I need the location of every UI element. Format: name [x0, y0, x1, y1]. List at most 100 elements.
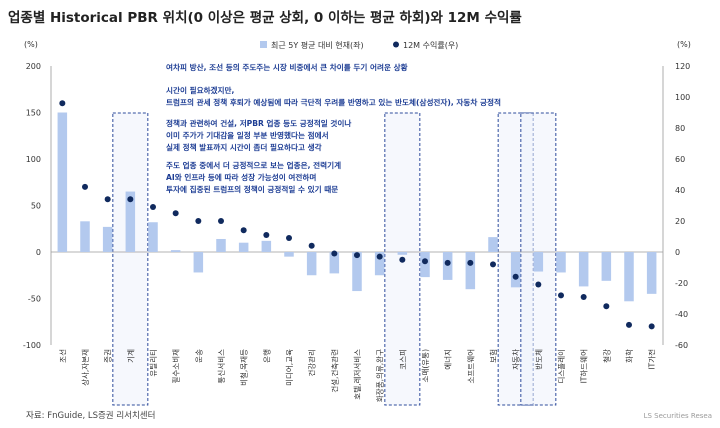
left-axis-ticks: -100 -50 0 50 100 150 200: [23, 62, 41, 350]
data-point: [603, 303, 610, 310]
data-point: [308, 242, 315, 249]
category-label: 디스플레이: [556, 349, 566, 384]
source-note: 자료: FnGuide, LS증권 리서치센터: [26, 411, 156, 421]
annotation-line: AI와 인프라 등에 따라 성장 가능성이 여전하며: [166, 172, 316, 182]
category-label: 기계: [125, 349, 135, 363]
bar: [170, 250, 181, 252]
bar: [442, 252, 453, 280]
bar: [238, 242, 249, 252]
bar: [465, 252, 476, 290]
legend-bar-swatch: [260, 41, 267, 48]
category-label: 호텔,레저서비스: [353, 349, 362, 400]
left-tick-label: 50: [31, 202, 41, 211]
category-label: 미디어,교육: [284, 349, 294, 386]
legend-dot-swatch: [393, 41, 399, 48]
dot-series: [59, 100, 655, 330]
data-point: [558, 292, 564, 299]
category-label: 증권: [104, 349, 113, 363]
bar: [533, 252, 544, 272]
annotation-line: 투자에 집중된 트럼프의 정책이 긍정적일 수 있기 때문: [166, 184, 338, 194]
annotation-line: 정책과 관련하여 건설, 저PBR 업종 등도 긍정적일 것이나: [166, 118, 351, 128]
bar: [556, 252, 566, 273]
category-label: 소프트웨어: [465, 349, 475, 384]
bar: [57, 112, 68, 252]
right-tick-label: 0: [675, 248, 680, 257]
data-point: [104, 196, 111, 203]
data-point: [150, 204, 156, 211]
right-tick-label: 60: [675, 155, 685, 164]
legend: 최근 5Y 평균 대비 현재(좌) 12M 수익률(우): [260, 40, 458, 50]
left-axis-unit: (%): [24, 40, 38, 49]
right-tick-label: -20: [675, 279, 688, 288]
bar-series: [57, 112, 657, 302]
data-point: [195, 218, 202, 224]
data-point: [467, 259, 474, 266]
annotation-line: 실제 정책 발표까지 시간이 좀더 필요하다고 생각: [166, 142, 322, 152]
category-label: 반도체: [533, 349, 543, 370]
category-label: 자동차: [512, 349, 521, 370]
category-label: 유틸리티: [149, 349, 158, 377]
category-label: 통신서비스: [217, 349, 226, 384]
chart-title: 업종별 Historical PBR 위치(0 이상은 평균 상회, 0 이하는…: [8, 10, 522, 26]
highlight-box: [112, 112, 149, 406]
annotation-line: 이미 주가가 기대감을 일정 부분 반영했다는 점에서: [166, 130, 329, 140]
bar: [488, 237, 498, 252]
bar: [306, 252, 317, 276]
bar: [216, 238, 226, 252]
left-tick-label: 100: [26, 155, 41, 164]
category-label: 상사,자본재: [80, 349, 90, 386]
left-tick-label: -50: [28, 295, 41, 304]
bar: [420, 252, 430, 278]
bar: [284, 252, 294, 257]
annotation-line: 주도 업종 중에서 더 긍정적으로 보는 업종은, 전력기계: [166, 160, 341, 170]
right-axis-ticks: -60 -40 -20 0 20 40 60 80 100 120: [675, 62, 690, 350]
data-point: [172, 210, 179, 217]
category-label: 철강: [601, 349, 611, 363]
category-label: 건강관리: [307, 349, 317, 377]
axes: [50, 66, 664, 345]
right-tick-label: 20: [675, 217, 685, 226]
data-point: [376, 253, 383, 260]
data-point: [82, 183, 88, 190]
bar: [102, 226, 113, 252]
category-label: 조선: [58, 349, 67, 363]
right-tick-label: -40: [675, 310, 688, 319]
right-tick-label: 100: [675, 93, 690, 102]
category-label: 화장품,의류,완구: [375, 349, 385, 402]
bar: [624, 252, 634, 302]
legend-bar-label: 최근 5Y 평균 대비 현재(좌): [271, 40, 364, 50]
category-label: 보험: [489, 349, 498, 363]
bar: [510, 252, 521, 288]
data-point: [286, 235, 292, 242]
bar: [578, 252, 589, 287]
annotation-line: 시간이 필요하겠지만,: [166, 85, 235, 95]
bar: [374, 252, 385, 276]
data-point: [580, 293, 587, 300]
right-tick-label: -60: [675, 341, 688, 350]
category-label: 코스피: [398, 349, 407, 370]
right-tick-label: 120: [675, 62, 690, 71]
right-tick-label: 40: [675, 186, 685, 195]
bar: [352, 252, 362, 292]
left-tick-label: 200: [26, 62, 41, 71]
data-point: [490, 261, 496, 268]
right-tick-label: 80: [675, 124, 685, 133]
category-label: 소매(유통): [421, 349, 430, 383]
data-point: [535, 281, 542, 288]
bar: [80, 221, 90, 252]
watermark: LS Securities Resea: [643, 412, 712, 420]
left-tick-label: 0: [36, 248, 41, 257]
data-point: [331, 250, 338, 257]
annotation-text-block: 여차피 방산, 조선 등의 주도주는 시장 비중에서 큰 차이를 두기 어려운 …: [166, 62, 501, 194]
data-point: [127, 196, 134, 203]
category-label: IT가전: [647, 349, 657, 370]
category-label: 비철,목재등: [239, 349, 249, 386]
annotation-line: 여차피 방산, 조선 등의 주도주는 시장 비중에서 큰 차이를 두기 어려운 …: [166, 62, 408, 72]
data-point: [399, 256, 406, 263]
category-labels: 조선 상사,자본재 증권 기계 유틸리티 필수소비재 운송 통신서비스 비철,목재등 은행 미디어,…: [58, 349, 656, 402]
data-point: [444, 259, 451, 266]
category-label: 은행: [261, 349, 271, 363]
bar: [148, 222, 158, 252]
data-point: [263, 231, 270, 238]
data-point: [512, 273, 519, 280]
